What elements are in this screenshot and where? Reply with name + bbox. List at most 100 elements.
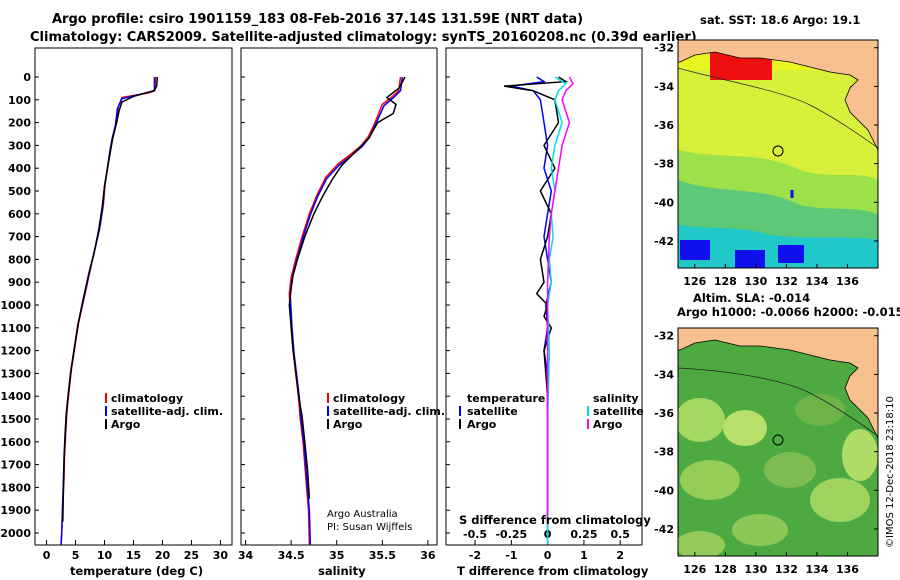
sla-blob <box>678 398 725 442</box>
map-x-tick-label: 126 <box>683 275 706 288</box>
temperature-x-axis: 0 5 10 15 20 25 30 <box>35 76 228 562</box>
depth-tick-label: 1000 <box>0 299 31 312</box>
depth-tick-label: 800 <box>8 253 31 266</box>
legend-label-salinity-satellite: satellite <box>593 405 644 418</box>
difference-panel-frame <box>445 47 643 546</box>
salinity-x-label: salinity <box>318 564 366 578</box>
sla-map-title-1: Altim. SLA: -0.014 <box>693 291 810 305</box>
x-tick-label: 36 <box>420 549 436 562</box>
depth-tick-label: 0 <box>23 253 31 266</box>
salinity-x-axis: 34 34.5 35 35.5 36 <box>238 76 436 562</box>
sla-blob <box>764 452 816 488</box>
x-tick-label: 0 <box>43 549 51 562</box>
annotation-institution: Argo Australia <box>327 509 398 520</box>
legend-title-temperature: temperature <box>467 392 545 405</box>
depth-tick-label: 2000 <box>0 527 31 540</box>
sla-blob <box>795 394 845 426</box>
credit-text: ©IMOS 12-Dec-2018 23:18:10 <box>885 396 896 548</box>
depth-tick-label: 1200 <box>0 345 31 358</box>
depth-tick-label: 1500 <box>0 413 31 426</box>
map-y-tick-label: -32 <box>654 330 674 343</box>
depth-axis: 0 100 200 300 400 500 600 700 800 900 1000 1100 1200… <box>0 71 31 540</box>
depth-tick-label: 600 <box>8 208 31 221</box>
salinity-legend: climatology satellite-adj. clim. Argo <box>327 392 445 431</box>
sst-australia-land <box>678 40 878 151</box>
map-y-tick-label: -42 <box>654 235 674 248</box>
map-y-tick-label: -36 <box>654 119 674 132</box>
sla-blob <box>723 410 767 446</box>
map-y-tick-label: -32 <box>654 42 674 55</box>
map-y-tick-label: -42 <box>654 523 674 536</box>
x-tick-label: 15 <box>126 549 141 562</box>
map-x-tick-label: 136 <box>836 563 859 576</box>
x-tick-label: 0 <box>544 549 552 562</box>
depth-tick-label: 300 <box>8 139 31 152</box>
depth-tick-label: 1600 <box>0 436 31 449</box>
map-y-tick-label: -38 <box>654 446 674 459</box>
depth-tick-label: 500 <box>8 185 31 198</box>
s-difference-x-label: S difference from climatology <box>459 513 651 527</box>
t-difference-x-label: T difference from climatology <box>457 564 649 578</box>
legend-label-temperature-satellite: satellite <box>467 405 518 418</box>
sla-blob <box>842 429 878 481</box>
difference-profiles <box>503 76 574 545</box>
s-difference-axis: -0.5 -0.25 0 0.25 0.5 <box>463 528 630 541</box>
sla-blob <box>732 514 788 546</box>
map-y-tick-label: -40 <box>654 196 674 209</box>
map-x-tick-label: 126 <box>683 563 706 576</box>
map-y-tick-label: -40 <box>654 484 674 497</box>
x-tick-label: 2 <box>616 549 624 562</box>
x-tick-label: 5 <box>72 549 80 562</box>
title-line-2: Climatology: CARS2009. Satellite-adjuste… <box>30 30 697 45</box>
legend-label-argo: Argo <box>333 418 363 431</box>
sla-blob <box>678 531 725 556</box>
annotation-pi: PI: Susan Wijffels <box>327 522 412 533</box>
map-x-tick-label: 128 <box>714 275 737 288</box>
map-y-tick-label: -36 <box>654 407 674 420</box>
temperature-x-label: temperature (deg C) <box>70 564 203 578</box>
x-tick-label: 34 <box>238 549 254 562</box>
map-x-tick-label: 130 <box>744 275 767 288</box>
legend-label-satellite-adj: satellite-adj. clim. <box>111 405 223 418</box>
map-x-tick-label: 134 <box>805 563 828 576</box>
sst-map <box>678 40 878 268</box>
legend-label-satellite-adj: satellite-adj. clim. <box>333 405 445 418</box>
x-tick-label: -2 <box>469 549 481 562</box>
s-difference-tick-label: -0.25 <box>495 528 527 541</box>
sst-shelf-contour <box>678 67 878 149</box>
sst-cold-patch-3 <box>778 245 804 263</box>
map-y-tick-label: -38 <box>654 158 674 171</box>
sla-blob <box>680 460 740 500</box>
t-difference-x-axis: -2 -1 0 1 2 <box>446 76 624 562</box>
salinity-panel-frame <box>240 47 438 546</box>
argo-float-location-marker <box>772 434 784 446</box>
temperature-profiles <box>60 76 159 545</box>
map-x-tick-label: 134 <box>805 275 828 288</box>
x-tick-label: 34.5 <box>278 549 305 562</box>
sla-map-axes: 126 128 130 132 134 136 -32 -34 -36 -38 -40 -42 <box>654 330 878 576</box>
difference-legend: temperature satellite Argo salinity sate… <box>459 392 644 431</box>
sla-blob <box>810 478 870 522</box>
legend-label-temperature-argo: Argo <box>467 418 497 431</box>
series-line-temperature-argo <box>503 76 569 522</box>
map-y-tick-label: -34 <box>654 80 674 93</box>
legend-label-climatology: climatology <box>111 392 183 405</box>
x-tick-label: 10 <box>97 549 113 562</box>
series-line-satellite-adj-clim- <box>60 77 156 545</box>
depth-tick-label: 1400 <box>0 390 31 403</box>
legend-label-climatology: climatology <box>333 392 405 405</box>
s-difference-tick-label: 0.5 <box>610 528 630 541</box>
sla-shelf-contour <box>678 367 878 437</box>
title-line-1: Argo profile: csiro 1901159_183 08-Feb-2… <box>52 12 583 27</box>
argo-float-location-marker <box>772 145 784 157</box>
depth-tick-label: 700 <box>8 231 31 244</box>
map-y-tick-label: -34 <box>654 368 674 381</box>
sla-map-title-2: Argo h1000: -0.0066 h2000: -0.015 <box>677 305 900 319</box>
salinity-profiles <box>288 76 406 545</box>
series-line-argo <box>288 76 406 499</box>
s-difference-tick-label: 0.25 <box>570 528 597 541</box>
x-tick-label: 1 <box>580 549 588 562</box>
depth-tick-label: 1300 <box>0 367 31 380</box>
x-tick-label: -1 <box>505 549 517 562</box>
